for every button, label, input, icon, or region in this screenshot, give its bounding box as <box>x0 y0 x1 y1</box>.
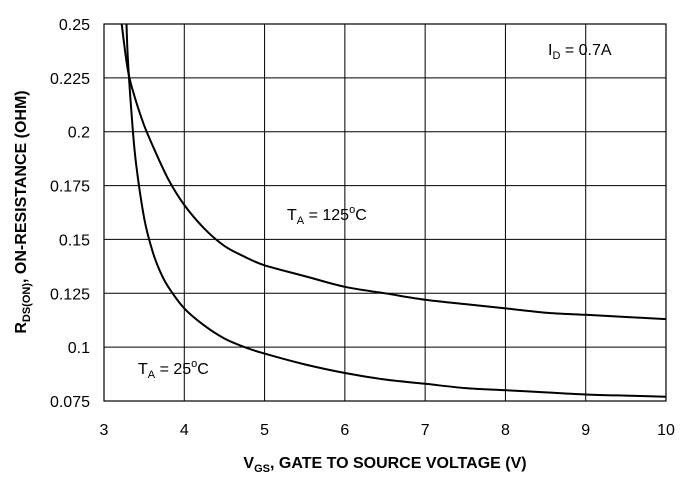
annotation-drain-current: ID = 0.7A <box>548 42 612 62</box>
series-line-1 <box>125 23 667 398</box>
x-tick-label: 8 <box>501 422 510 439</box>
x-tick-label: 4 <box>180 422 189 439</box>
x-tick-label: 10 <box>657 422 675 439</box>
y-tick-label: 0.1 <box>68 340 90 357</box>
x-tick-label: 5 <box>260 422 269 439</box>
x-tick-labels: 3 4 5 6 7 8 9 10 <box>100 422 675 439</box>
plot-frame <box>103 23 667 402</box>
x-tick-label: 3 <box>100 422 109 439</box>
annotation-ta-125: TA = 125oC <box>287 204 367 227</box>
y-tick-labels: 0.25 0.225 0.2 0.175 0.15 0.125 0.1 0.075 <box>50 17 90 411</box>
y-axis-title: RDS(ON), ON-RESISTANCE (OHM) <box>13 90 33 333</box>
annotation-ta-25: TA = 25oC <box>138 358 209 381</box>
y-tick-label: 0.125 <box>50 286 90 303</box>
y-tick-label: 0.15 <box>59 232 90 249</box>
x-tick-label: 9 <box>581 422 590 439</box>
y-tick-label: 0.175 <box>50 179 90 196</box>
series-line-0 <box>120 23 667 321</box>
y-tick-label: 0.25 <box>59 17 90 34</box>
x-tick-label: 6 <box>340 422 349 439</box>
curves <box>120 23 667 398</box>
x-axis-title: VGS, GATE TO SOURCE VOLTAGE (V) <box>243 455 526 475</box>
y-tick-label: 0.225 <box>50 71 90 88</box>
y-tick-label: 0.075 <box>50 394 90 411</box>
y-tick-label: 0.2 <box>68 125 90 142</box>
x-tick-label: 7 <box>421 422 430 439</box>
